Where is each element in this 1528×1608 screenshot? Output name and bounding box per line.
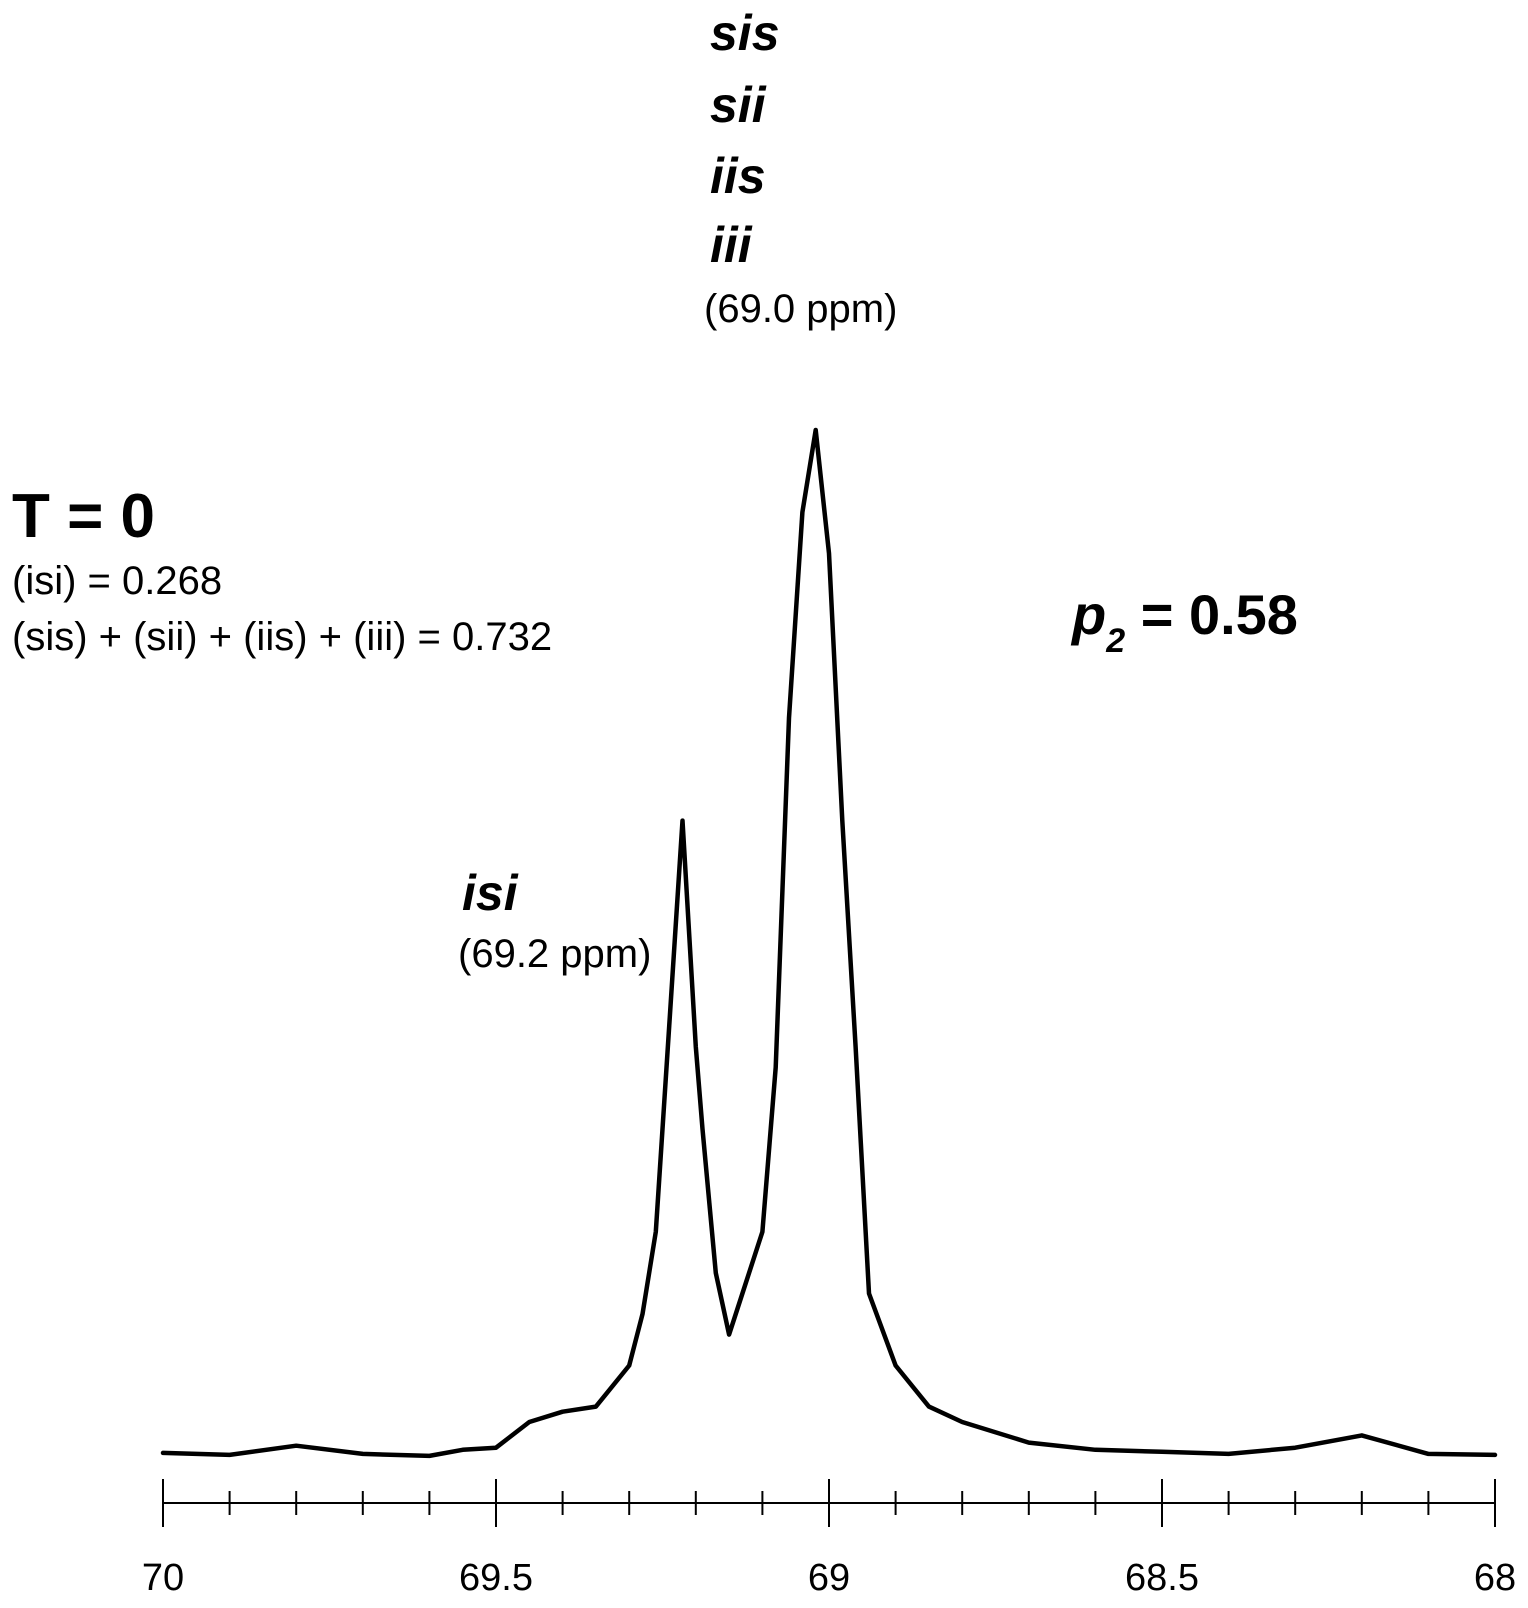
peak-label-sii: sii (710, 77, 767, 133)
p2-symbol: p (1070, 583, 1106, 646)
x-tick-label: 69.5 (459, 1557, 533, 1599)
x-tick-label: 69 (808, 1557, 850, 1599)
p2-subscript: 2 (1105, 622, 1125, 660)
spectrum-line (160, 427, 1498, 1459)
peak-label-sis: sis (710, 5, 780, 61)
condition-title: T = 0 (12, 482, 155, 551)
x-tick-label: 68 (1474, 1557, 1516, 1599)
x-axis: 70 69.5 69 68.5 68 (142, 1479, 1516, 1599)
x-tick-label: 70 (142, 1557, 184, 1599)
sum-fraction: (sis) + (sii) + (iis) + (iii) = 0.732 (12, 615, 552, 659)
p2-annotation: p2 = 0.58 (1070, 583, 1298, 660)
peak-label-isi: isi (462, 865, 519, 921)
peak-label-iii: iii (710, 217, 753, 273)
main-peak-ppm: (69.0 ppm) (704, 287, 897, 331)
isi-fraction: (isi) = 0.268 (12, 559, 222, 603)
p2-value: = 0.58 (1125, 583, 1298, 646)
x-tick-label: 68.5 (1125, 1557, 1199, 1599)
peak-label-iis: iis (710, 148, 766, 204)
minor-peak-ppm: (69.2 ppm) (458, 932, 651, 976)
